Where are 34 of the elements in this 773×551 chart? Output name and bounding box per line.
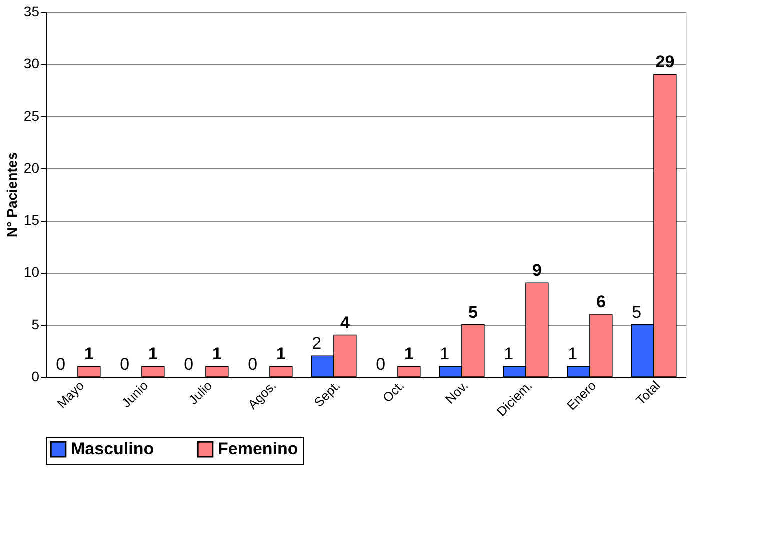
data-label: 0 [56,355,66,374]
data-label: 29 [656,52,675,72]
data-label: 0 [248,355,258,374]
data-label: 1 [404,344,414,364]
y-tick-label: 10 [24,264,40,280]
data-label: 1 [148,344,158,364]
y-tick-label: 15 [24,212,40,228]
y-tick-label: 20 [24,160,40,176]
data-label: 5 [632,302,642,322]
data-label: 1 [440,344,450,364]
data-label: 0 [120,355,130,374]
y-tick-label: 30 [24,56,40,72]
y-axis-title: N° Pacientes [4,152,20,238]
data-label: 4 [340,313,350,332]
data-label: 5 [468,302,478,322]
x-tick-label: Oct. [380,378,408,406]
data-label: 0 [184,355,194,374]
y-tick-label: 25 [24,108,40,124]
legend-label: Femenino [218,440,298,459]
data-label: 1 [212,344,222,364]
data-label: 6 [596,292,606,312]
data-label: 9 [532,261,542,280]
y-tick-label: 5 [32,316,40,332]
data-label: 1 [568,344,578,364]
y-tick-label: 0 [32,368,40,384]
legend-label: Masculino [71,440,154,459]
x-tick-label: Nov. [442,378,472,407]
data-label: 1 [276,344,286,364]
data-label: 1 [84,344,94,364]
data-label: 1 [504,344,514,364]
data-label: 0 [376,355,386,374]
data-label: 2 [312,334,322,354]
x-tick-label: Julio [186,378,216,408]
y-tick-label: 35 [24,4,40,20]
